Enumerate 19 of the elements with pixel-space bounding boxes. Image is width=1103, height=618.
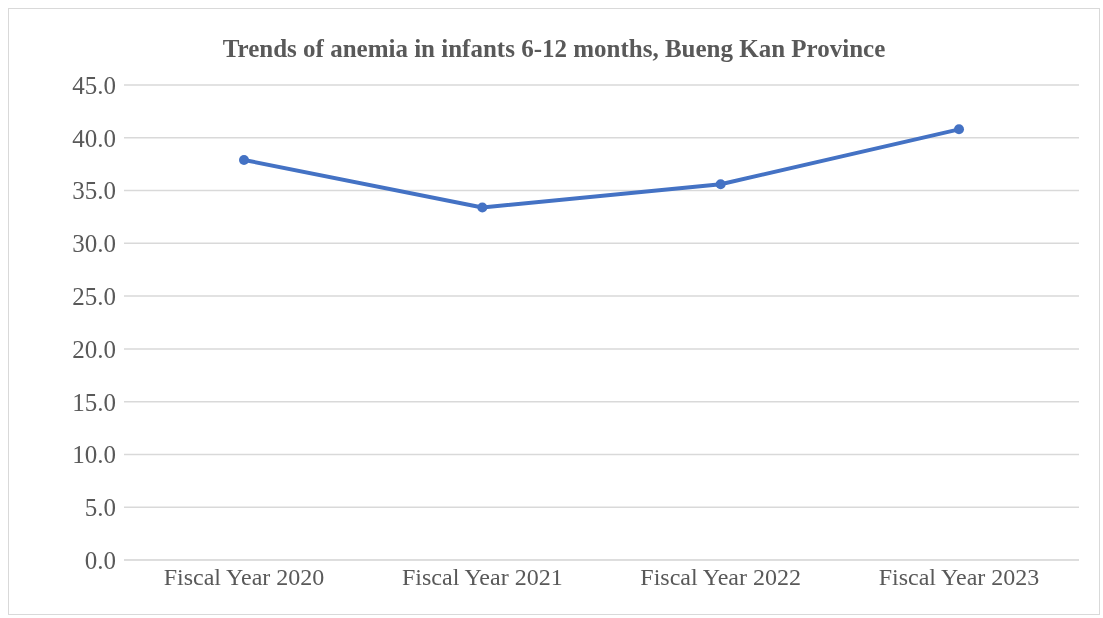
chart-title: Trends of anemia in infants 6-12 months, Bueng Kan Province <box>222 35 886 62</box>
y-tick-label: 0.0 <box>84 546 116 574</box>
y-tick-label: 45.0 <box>72 71 116 99</box>
y-tick-label: 5.0 <box>84 494 116 522</box>
y-tick-label: 10.0 <box>72 441 116 469</box>
y-tick-label: 20.0 <box>72 335 116 363</box>
x-tick-label: Fiscal Year 2022 <box>640 564 801 591</box>
x-tick-label: Fiscal Year 2020 <box>163 564 325 591</box>
y-tick-label: 40.0 <box>72 124 116 152</box>
point <box>715 179 726 190</box>
point <box>477 202 488 213</box>
y-tick-label: 25.0 <box>72 282 116 310</box>
point <box>954 124 964 135</box>
point <box>239 154 249 165</box>
y-tick-label: 15.0 <box>72 388 116 416</box>
y-tick-label: 30.0 <box>72 230 116 258</box>
y-tick-label: 35.0 <box>72 177 116 205</box>
x-tick-label: Fiscal Year 2023 <box>878 564 1040 591</box>
x-tick-label: Fiscal Year 2021 <box>402 564 563 591</box>
